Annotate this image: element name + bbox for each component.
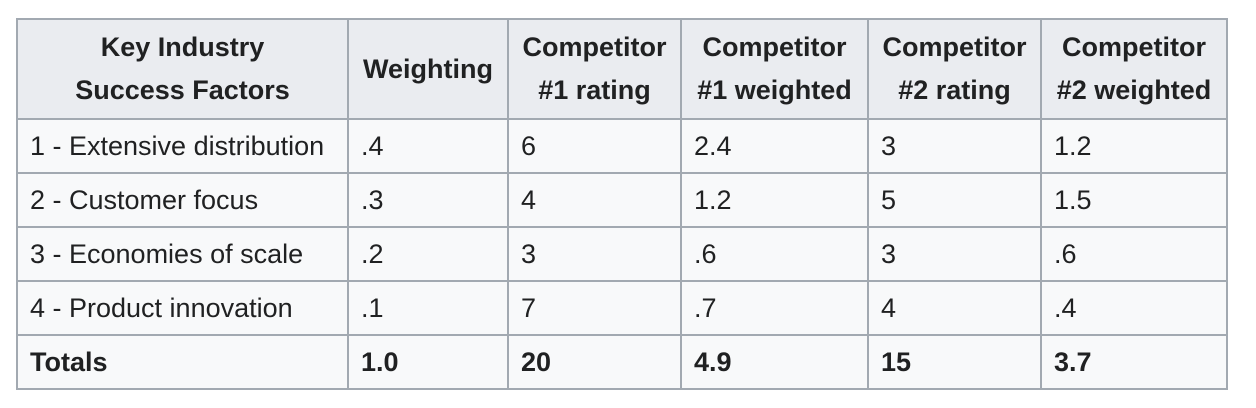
competitor-1-weighted-cell: .6	[680, 226, 869, 282]
competitor-1-rating-cell: 6	[507, 118, 682, 174]
table-row: 4 - Product innovation .1 7 .7 4 .4	[16, 280, 1228, 336]
competitor-2-rating-cell: 3	[867, 118, 1042, 174]
header-competitor-1-rating: Competitor #1 rating	[507, 18, 682, 120]
factor-cell: 1 - Extensive distribution	[16, 118, 349, 174]
competitor-1-rating-cell: 4	[507, 172, 682, 228]
competitor-2-rating-cell: 4	[867, 280, 1042, 336]
header-weighting: Weighting	[347, 18, 509, 120]
total-competitor-1-rating: 20	[507, 334, 682, 390]
factor-cell: 3 - Economies of scale	[16, 226, 349, 282]
total-competitor-2-rating: 15	[867, 334, 1042, 390]
header-line: #1 weighted	[697, 75, 852, 105]
header-competitor-2-rating: Competitor #2 rating	[867, 18, 1042, 120]
competitor-1-weighted-cell: .7	[680, 280, 869, 336]
header-line: #2 rating	[898, 75, 1011, 105]
header-line: Competitor	[522, 32, 667, 62]
header-line: Competitor	[702, 32, 847, 62]
header-line: Key Industry	[100, 32, 265, 62]
competitor-2-weighted-cell: 1.2	[1040, 118, 1228, 174]
weighting-cell: .4	[347, 118, 509, 174]
header-competitor-1-weighted: Competitor #1 weighted	[680, 18, 869, 120]
competitor-2-weighted-cell: .6	[1040, 226, 1228, 282]
weighting-cell: .1	[347, 280, 509, 336]
header-line: Success Factors	[75, 75, 290, 105]
header-line: #2 weighted	[1056, 75, 1212, 105]
competitor-1-rating-cell: 7	[507, 280, 682, 336]
weighting-cell: .2	[347, 226, 509, 282]
competitor-1-weighted-cell: 2.4	[680, 118, 869, 174]
competitor-2-rating-cell: 3	[867, 226, 1042, 282]
table-row: 1 - Extensive distribution .4 6 2.4 3 1.…	[16, 118, 1228, 174]
factor-cell: 2 - Customer focus	[16, 172, 349, 228]
competitor-2-rating-cell: 5	[867, 172, 1042, 228]
total-weighting: 1.0	[347, 334, 509, 390]
competitor-1-weighted-cell: 1.2	[680, 172, 869, 228]
total-competitor-1-weighted: 4.9	[680, 334, 869, 390]
totals-label: Totals	[16, 334, 349, 390]
weighting-cell: .3	[347, 172, 509, 228]
competitor-2-weighted-cell: .4	[1040, 280, 1228, 336]
header-line: Competitor	[882, 32, 1027, 62]
competitor-1-rating-cell: 3	[507, 226, 682, 282]
factor-cell: 4 - Product innovation	[16, 280, 349, 336]
competitor-2-weighted-cell: 1.5	[1040, 172, 1228, 228]
header-key-industry-success-factors: Key Industry Success Factors	[16, 18, 349, 120]
header-line: Weighting	[363, 53, 493, 84]
header-competitor-2-weighted: Competitor #2 weighted	[1040, 18, 1228, 120]
total-competitor-2-weighted: 3.7	[1040, 334, 1228, 390]
totals-row: Totals 1.0 20 4.9 15 3.7	[16, 334, 1228, 390]
table-row: 2 - Customer focus .3 4 1.2 5 1.5	[16, 172, 1228, 228]
header-line: Competitor	[1062, 32, 1206, 62]
table-header-row: Key Industry Success Factors Weighting C…	[16, 18, 1228, 120]
success-factors-table: Key Industry Success Factors Weighting C…	[16, 18, 1228, 390]
table-row: 3 - Economies of scale .2 3 .6 3 .6	[16, 226, 1228, 282]
header-line: #1 rating	[538, 75, 651, 105]
